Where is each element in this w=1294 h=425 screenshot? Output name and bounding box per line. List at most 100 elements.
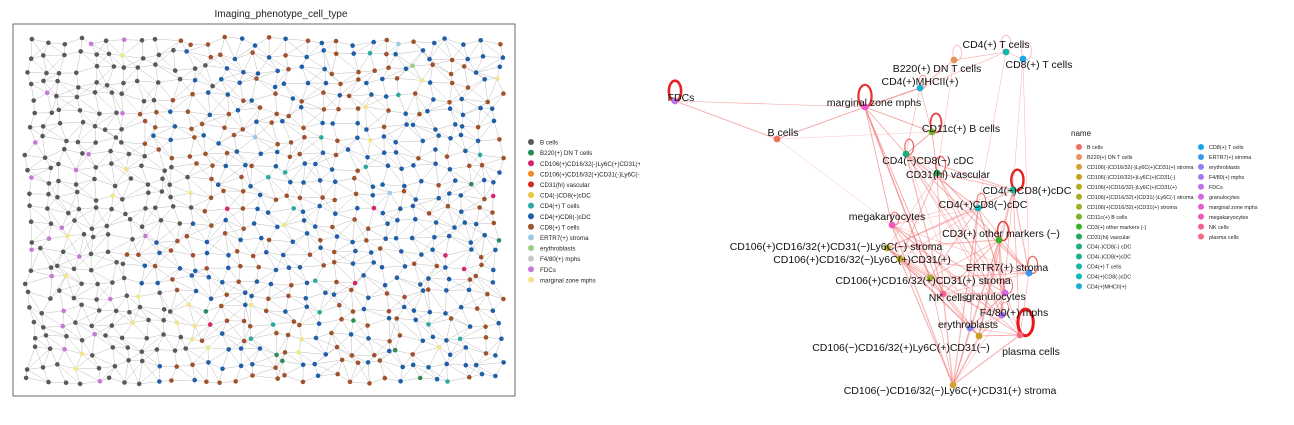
spatial-node [170,277,175,282]
spatial-node [122,276,127,281]
spatial-edge [155,39,159,55]
spatial-edge [155,65,158,83]
spatial-edge [434,43,452,60]
spatial-node [204,266,209,271]
spatial-node [286,333,291,338]
spatial-node [140,224,145,229]
spatial-node [183,346,188,351]
spatial-node [443,265,448,270]
spatial-edge [197,164,212,180]
spatial-node [140,359,145,364]
spatial-edge [482,250,496,265]
spatial-node [114,135,119,140]
spatial-node [349,332,354,337]
spatial-edge [146,193,149,209]
spatial-edge [382,79,386,97]
network-legend-marker-fdcs [1198,184,1204,190]
spatial-edge [358,363,370,384]
spatial-edge [50,276,51,299]
spatial-edge [462,99,463,115]
spatial-edge [78,142,96,143]
spatial-node [479,255,484,260]
spatial-edge [76,368,100,369]
spatial-node [95,64,100,69]
spatial-node [41,365,46,370]
spatial-edge [446,307,462,313]
spatial-edge [209,277,227,295]
spatial-edge [251,325,273,339]
spatial-node [146,190,151,195]
legend-marker-b220-dn-t-cells [528,150,534,156]
spatial-edge [207,268,229,269]
spatial-node [32,320,37,325]
spatial-edge [358,171,373,187]
spatial-node [475,306,480,311]
spatial-edge [337,282,356,283]
spatial-node [462,64,467,69]
spatial-node [281,253,286,258]
spatial-edge [383,185,405,187]
spatial-edge [81,51,97,54]
spatial-edge [122,323,133,338]
spatial-node [383,376,388,381]
spatial-edge [448,195,461,206]
spatial-edge [92,208,96,229]
spatial-node [31,98,36,103]
spatial-node [141,56,146,61]
spatial-edge [477,294,487,309]
spatial-node [217,381,222,386]
spatial-edge [284,208,293,225]
spatial-node [57,71,62,76]
spatial-node [27,305,32,310]
spatial-node [469,247,474,252]
spatial-edge [357,138,367,158]
spatial-edge [96,164,112,168]
spatial-node [288,180,293,185]
spatial-node [119,91,124,96]
spatial-node [56,179,61,184]
spatial-edge [43,349,50,368]
spatial-node [58,121,63,126]
spatial-edge [97,82,112,92]
spatial-edge [77,192,79,209]
spatial-node [446,204,451,209]
spatial-edge [108,234,132,239]
spatial-node [368,51,373,56]
spatial-node [417,112,422,117]
spatial-edge [129,154,145,156]
spatial-edge [476,67,500,73]
spatial-edge [31,271,52,276]
network-legend-marker-cd4-cd8-cdc [1076,253,1082,259]
spatial-node [318,245,323,250]
spatial-edge [446,313,471,326]
spatial-node [421,288,426,293]
spatial-edge [138,236,145,255]
spatial-node [460,124,465,129]
spatial-node [207,275,212,280]
spatial-edge [269,240,293,242]
spatial-edge [225,229,244,234]
spatial-node [302,218,307,223]
spatial-node [282,373,287,378]
spatial-edge [404,181,421,186]
spatial-node [298,265,303,270]
spatial-node [306,39,311,44]
spatial-node [482,197,487,202]
spatial-edge [107,83,123,85]
spatial-node [461,113,466,118]
spatial-edge [469,290,477,309]
spatial-node [156,147,161,152]
spatial-edge [131,179,148,185]
spatial-node [296,350,301,355]
spatial-node [146,318,151,323]
spatial-node [402,305,407,310]
spatial-node [302,135,307,140]
spatial-node [136,294,141,299]
spatial-node [448,136,453,141]
spatial-edge [462,99,481,108]
spatial-edge [189,291,197,305]
spatial-edge [177,365,193,367]
spatial-node [80,351,85,356]
spatial-node [364,238,369,243]
spatial-edge [414,42,435,43]
